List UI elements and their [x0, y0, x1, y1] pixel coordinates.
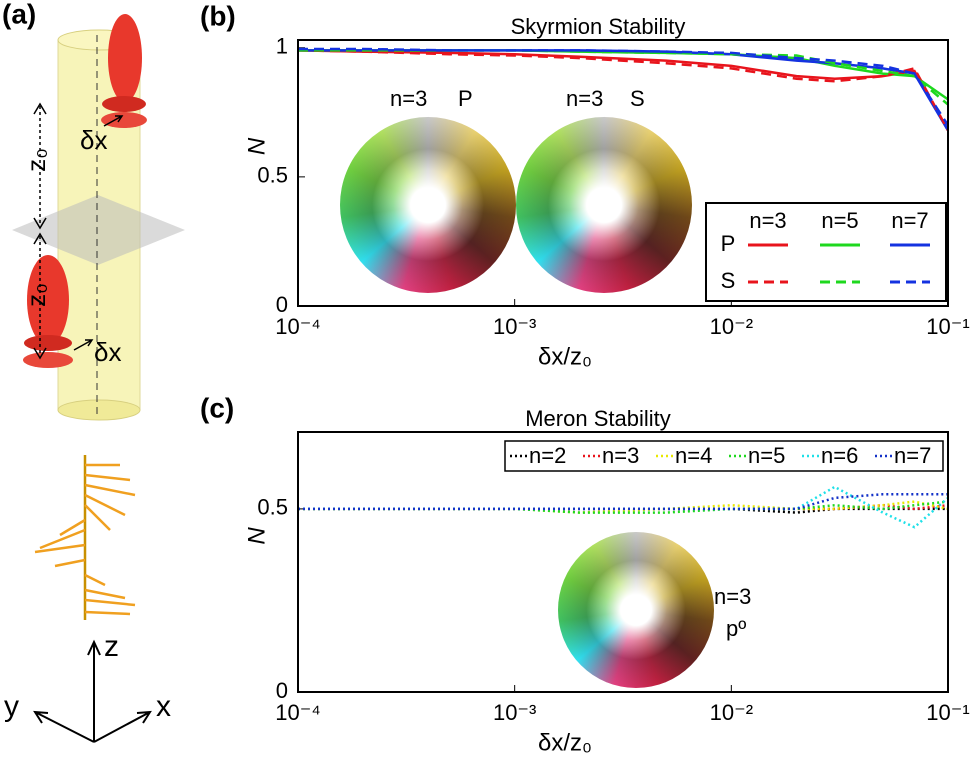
- inset-label: n=3: [714, 584, 751, 609]
- color-wheel-inset: [558, 532, 714, 688]
- inset-label: n=3: [390, 86, 427, 111]
- axis-name: x: [156, 690, 171, 723]
- lobe: [108, 14, 142, 102]
- panel-label: (c): [200, 392, 234, 423]
- legend-box: [705, 202, 947, 302]
- x-tick-label: 10⁻⁴: [275, 314, 321, 339]
- legend-box: [504, 440, 944, 472]
- data-line: [298, 49, 948, 131]
- lobe: [23, 352, 73, 368]
- x-tick-label: 10⁻²: [710, 700, 753, 725]
- y-tick-label: 0.5: [257, 495, 288, 520]
- y-tick-label: 0.5: [257, 163, 288, 188]
- field-arrows: [34, 455, 136, 620]
- axis-name: z: [104, 630, 119, 663]
- y-tick-label: 0: [276, 678, 288, 703]
- lobe: [101, 112, 147, 128]
- legend-label: n=4: [675, 443, 712, 468]
- y-axis-label: N: [243, 527, 270, 545]
- plot-frame: [297, 431, 949, 693]
- plane: [12, 195, 185, 265]
- legend-row-label: P: [721, 231, 736, 256]
- legend-header: n=5: [821, 208, 858, 233]
- data-line: [298, 500, 948, 514]
- shift-label: δx: [80, 125, 107, 155]
- x-tick-label: 10⁻⁴: [275, 700, 321, 725]
- legend-header: n=3: [749, 208, 786, 233]
- legend-label: n=2: [529, 443, 566, 468]
- chart-title: Meron Stability: [525, 406, 671, 431]
- shift-label: δx: [94, 337, 121, 367]
- legend-label: n=7: [894, 443, 931, 468]
- lobe: [24, 335, 72, 351]
- panel-label: (a): [2, 0, 36, 29]
- inset-label: P: [458, 86, 473, 111]
- x-axis-label: δx/z₀: [538, 343, 592, 370]
- inset-label: S: [630, 86, 645, 111]
- data-line: [298, 493, 948, 511]
- color-wheel-inset: [340, 117, 516, 293]
- panel-label: (b): [200, 0, 236, 31]
- inset-label: n=3: [566, 86, 603, 111]
- legend-label: n=3: [602, 443, 639, 468]
- x-tick-label: 10⁻¹: [926, 314, 969, 339]
- x-tick-label: 10⁻³: [493, 700, 536, 725]
- data-line: [298, 500, 948, 514]
- legend-header: n=7: [891, 208, 928, 233]
- x-tick-label: 10⁻¹: [926, 700, 969, 725]
- legend-label: n=5: [748, 443, 785, 468]
- axes-triad: [33, 639, 152, 743]
- inset-label: pº: [726, 616, 746, 641]
- y-tick-label: 1: [276, 34, 288, 59]
- cylinder-bottom: [57, 399, 141, 421]
- lobe: [102, 96, 146, 112]
- spacing-label: z₀: [21, 148, 51, 172]
- chart-title: Skyrmion Stability: [511, 14, 686, 39]
- y-tick-label: 0: [276, 292, 288, 317]
- plot-frame: [297, 39, 949, 307]
- y-axis-label: N: [243, 137, 270, 155]
- lobe: [27, 255, 69, 345]
- spacing-label: z₀: [21, 283, 51, 307]
- x-tick-label: 10⁻³: [493, 314, 536, 339]
- panel-a-art: (a) z₀ z₀ δx δx z y x: [2, 0, 185, 743]
- x-axis-label: δx/z₀: [538, 729, 592, 756]
- x-tick-label: 10⁻²: [710, 314, 753, 339]
- color-wheel-inset: [516, 117, 692, 293]
- legend-label: n=6: [821, 443, 858, 468]
- data-line: [298, 485, 948, 529]
- legend-row-label: S: [721, 268, 736, 293]
- axis-name: y: [4, 690, 19, 723]
- dimension-arrows: [33, 102, 124, 360]
- data-line: [298, 47, 948, 126]
